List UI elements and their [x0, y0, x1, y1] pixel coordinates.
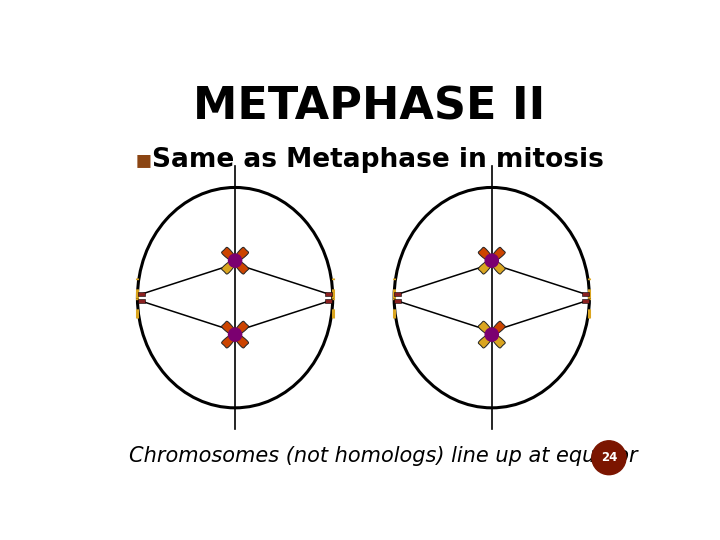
Text: Chromosomes (not homologs) line up at equator: Chromosomes (not homologs) line up at eq…: [129, 446, 638, 465]
Bar: [395, 299, 402, 303]
Polygon shape: [491, 321, 505, 335]
Bar: [325, 292, 333, 296]
Bar: [138, 299, 145, 303]
Polygon shape: [235, 334, 248, 348]
Circle shape: [592, 441, 626, 475]
Ellipse shape: [138, 187, 333, 408]
Polygon shape: [478, 260, 492, 274]
Circle shape: [485, 254, 498, 267]
Ellipse shape: [394, 187, 590, 408]
Polygon shape: [491, 334, 505, 348]
Bar: [395, 292, 402, 296]
Bar: [325, 299, 333, 303]
Polygon shape: [478, 247, 492, 261]
Bar: [582, 292, 589, 296]
Polygon shape: [491, 247, 505, 261]
Bar: [582, 299, 589, 303]
Polygon shape: [478, 321, 492, 335]
Polygon shape: [491, 260, 505, 274]
Polygon shape: [235, 247, 248, 261]
Circle shape: [485, 328, 498, 341]
Text: ▪: ▪: [135, 147, 153, 173]
Polygon shape: [222, 247, 235, 261]
Text: 24: 24: [600, 451, 617, 464]
Circle shape: [228, 254, 242, 267]
Text: Same as Metaphase in mitosis: Same as Metaphase in mitosis: [152, 147, 603, 173]
Bar: [138, 292, 145, 296]
Polygon shape: [222, 260, 235, 274]
Polygon shape: [222, 321, 235, 335]
Polygon shape: [222, 334, 235, 348]
Circle shape: [228, 328, 242, 341]
Polygon shape: [478, 334, 492, 348]
Text: METAPHASE II: METAPHASE II: [193, 85, 545, 129]
Polygon shape: [235, 321, 248, 335]
Polygon shape: [235, 260, 248, 274]
